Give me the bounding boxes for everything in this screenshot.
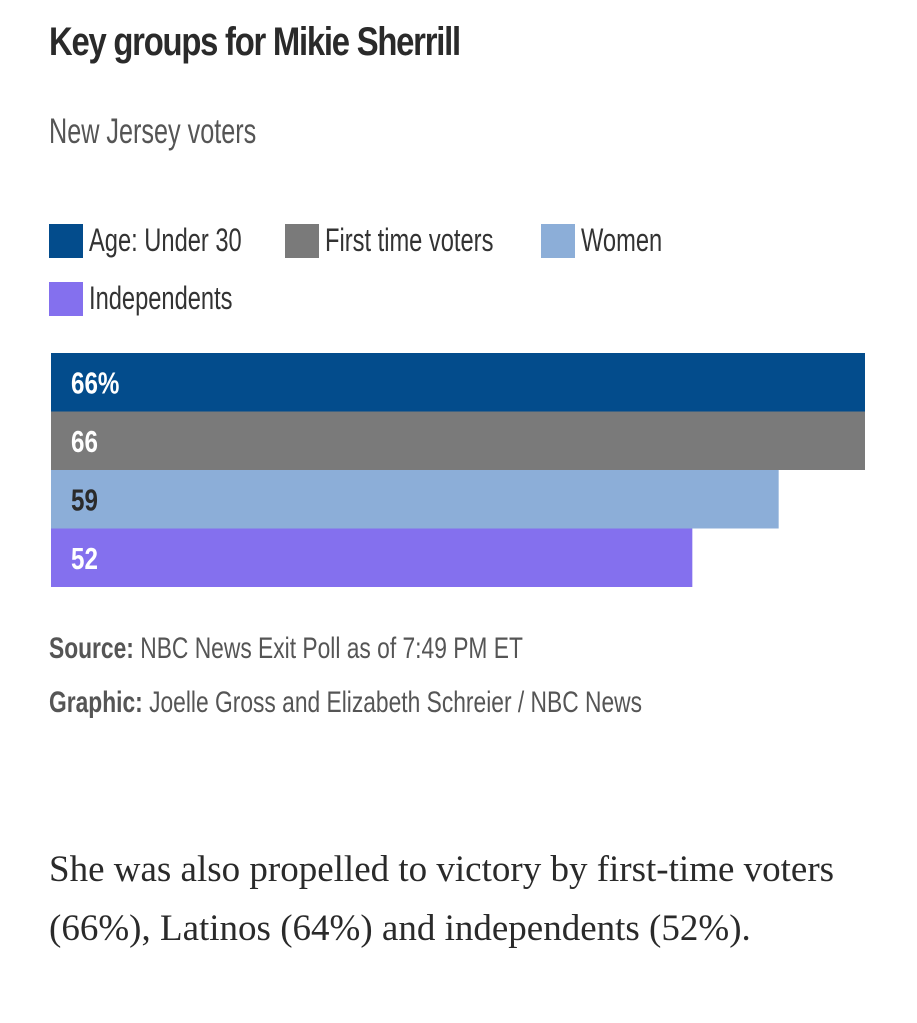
legend-item-women: Women	[541, 222, 691, 259]
legend-label: First time voters	[325, 222, 494, 258]
legend-swatch	[541, 223, 575, 258]
source-line: Source: NBC News Exit Poll as of 7:49 PM…	[49, 632, 523, 666]
graphic-label: Graphic:	[49, 686, 143, 719]
legend-swatch	[49, 281, 83, 316]
chart-subtitle: New Jersey voters	[49, 112, 257, 151]
legend-label: Independents	[89, 280, 233, 316]
bar-value-label: 52	[71, 541, 98, 576]
legend-item-under-30: Age: Under 30	[49, 222, 295, 259]
source-label: Source:	[49, 632, 134, 665]
bar-women	[51, 470, 779, 529]
legend-swatch	[49, 223, 83, 258]
legend-item-first-time-voters: First time voters	[285, 222, 553, 259]
chart-title: Key groups for Mikie Sherrill	[49, 20, 461, 64]
legend-item-independents: Independents	[49, 280, 283, 317]
legend-label: Age: Under 30	[89, 222, 242, 258]
bar-first-time-voters	[51, 411, 865, 470]
bar-value-label: 66	[71, 424, 98, 459]
bar-independents	[51, 528, 693, 587]
legend-swatch	[285, 223, 319, 258]
source-text: NBC News Exit Poll as of 7:49 PM ET	[133, 632, 523, 665]
bar-value-label: 66%	[71, 365, 119, 400]
bar-age-under-30	[51, 353, 865, 412]
graphic-text: Joelle Gross and Elizabeth Schreier / NB…	[142, 686, 643, 719]
bar-value-label: 59	[71, 482, 98, 517]
legend-label: Women	[581, 222, 663, 258]
article-paragraph: She was also propelled to victory by fir…	[49, 849, 835, 949]
graphic-credit-line: Graphic: Joelle Gross and Elizabeth Schr…	[49, 686, 642, 720]
